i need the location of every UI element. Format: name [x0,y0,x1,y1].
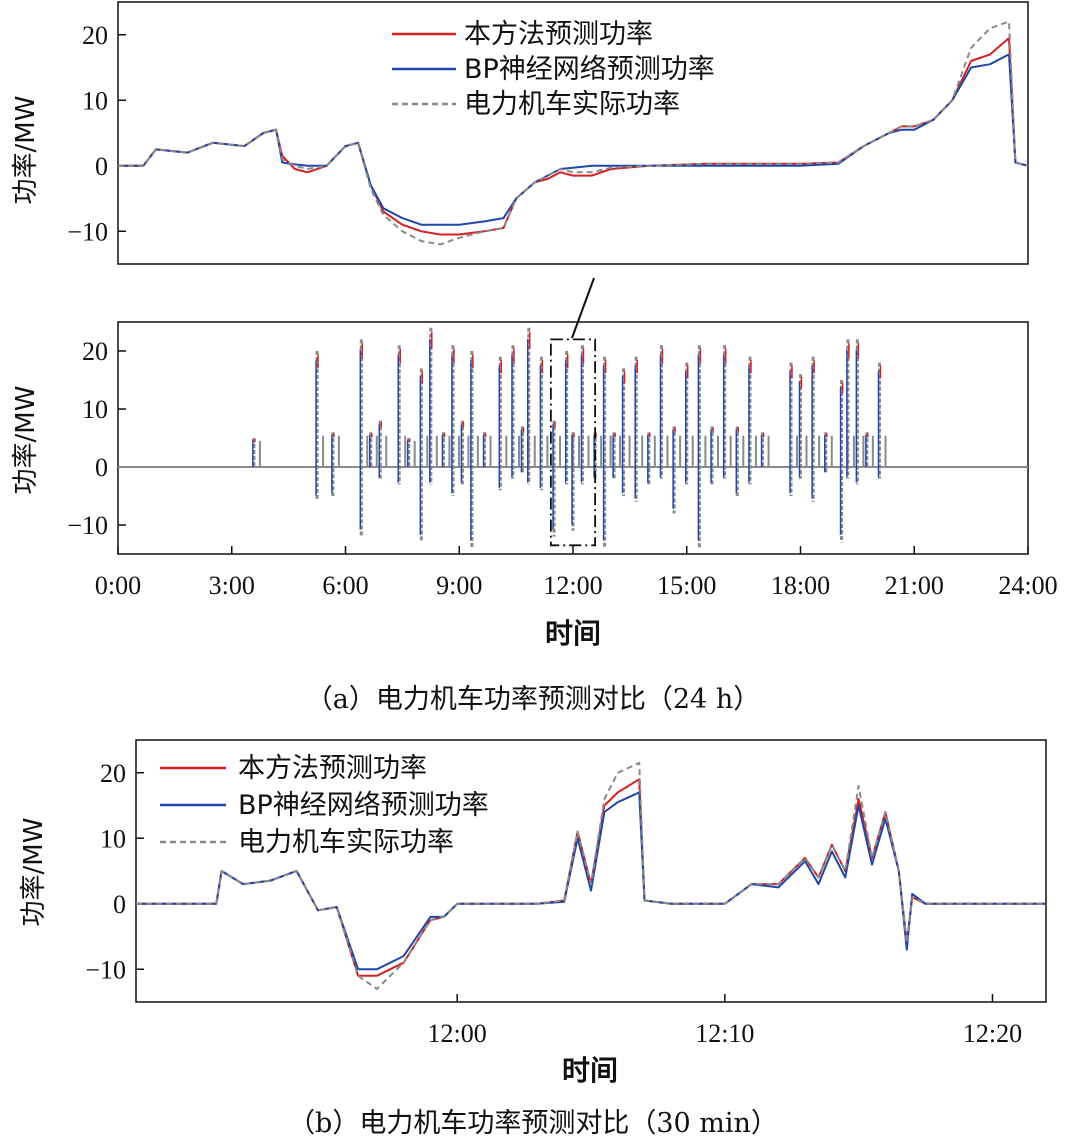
y-axis-label: 功率/MW [19,818,49,927]
y-tick-label: 0 [95,453,108,482]
plot-frame [117,1,1029,265]
y-tick-label: 10 [82,86,108,115]
x-tick-label: 0:00 [95,571,141,600]
x-tick-label: 12:10 [695,1019,754,1048]
x-tick-label: 18:00 [771,571,830,600]
y-tick-label: 20 [82,337,108,366]
y-tick-label: −10 [67,217,108,246]
y-tick-label: 0 [95,152,108,181]
caption-a: （a）电力机车功率预测对比（24 h） [306,684,760,715]
y-tick-label: 20 [100,759,126,788]
legend-label-proposed: 本方法预测功率 [238,753,427,784]
x-tick-label: 6:00 [322,571,368,600]
x-tick-label: 15:00 [657,571,716,600]
series-line-actual [118,20,1029,246]
y-tick-label: 0 [113,890,126,919]
x-tick-label: 9:00 [436,571,482,600]
plot-frame [135,739,1047,1003]
y-tick-label: −10 [85,955,126,984]
x-tick-label: 3:00 [209,571,255,600]
legend-label-actual: 电力机车实际功率 [238,827,454,858]
caption-b: （b）电力机车功率预测对比（30 min） [288,1108,778,1139]
legend-label-proposed: 本方法预测功率 [464,19,653,50]
chart-panel-top: 20 10 0 −10 功率/MW 本方法预测功率 BP神经网络预测功率 电力机车实际… [11,1,1029,265]
x-axis-label: 时间 [545,617,601,650]
series-line-actual [136,761,1046,990]
legend: 本方法预测功率 BP神经网络预测功率 电力机车实际功率 [160,753,489,858]
x-tick-label: 12:00 [543,571,602,600]
y-axis-label: 功率/MW [11,96,41,205]
y-tick-label: 10 [82,395,108,424]
chart-panel-bottom: 20 10 0 −10 12:00 12:10 12:20 功率/MW 时间 本方法预测功率… [19,739,1047,1087]
y-tick-label: 20 [82,21,108,50]
x-tick-label: 12:20 [963,1019,1022,1048]
y-axis-label: 功率/MW [11,386,41,495]
legend-label-bp: BP神经网络预测功率 [238,790,489,821]
legend: 本方法预测功率 BP神经网络预测功率 电力机车实际功率 [392,19,715,120]
x-tick-label: 12:00 [428,1019,487,1048]
y-tick-label: 10 [100,824,126,853]
legend-label-actual: 电力机车实际功率 [464,89,680,120]
legend-label-bp: BP神经网络预测功率 [464,54,715,85]
x-tick-label: 21:00 [885,571,944,600]
x-tick-label: 24:00 [998,571,1057,600]
x-axis-label: 时间 [562,1054,618,1087]
y-tick-label: −10 [67,511,108,540]
chart-panel-middle: 20 10 0 −10 0:00 3:00 6:00 9:00 12:00 15:00 18:00 2… [11,321,1058,650]
zoom-connector [571,277,595,339]
zoom-box [549,338,597,547]
